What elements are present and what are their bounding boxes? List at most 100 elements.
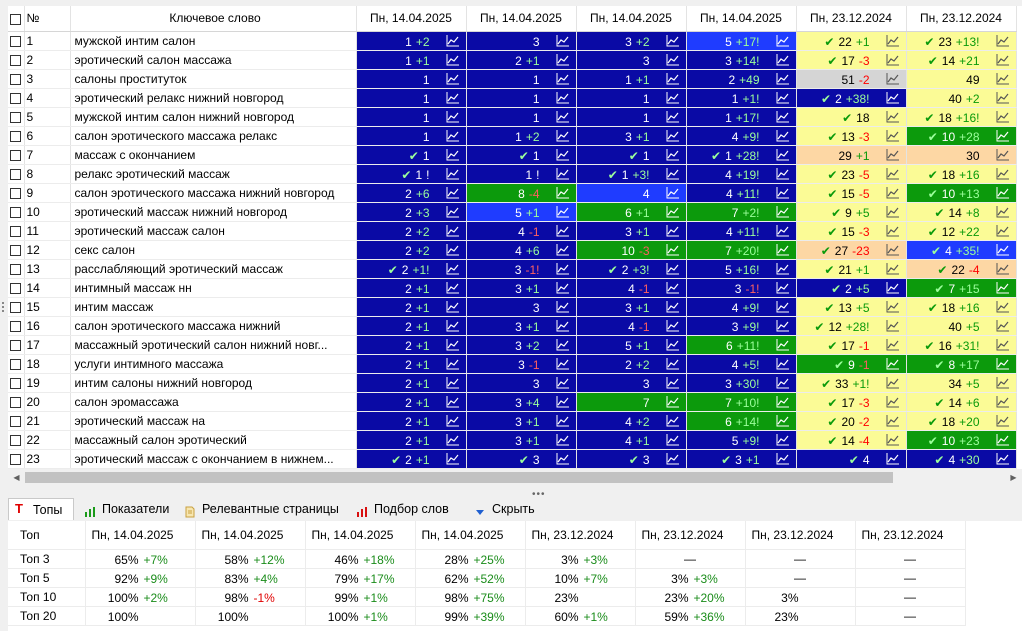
row-checkbox[interactable] — [10, 339, 22, 351]
row-checkbox-cell[interactable] — [8, 164, 25, 184]
trend-chart-icon[interactable] — [446, 281, 460, 294]
trend-chart-icon[interactable] — [776, 300, 790, 313]
row-checkbox-cell[interactable] — [8, 221, 25, 241]
position-cell[interactable]: 7 +20! — [686, 240, 797, 260]
trend-chart-icon[interactable] — [996, 186, 1010, 199]
position-cell[interactable]: 3 — [576, 373, 687, 393]
trend-chart-icon[interactable] — [556, 262, 570, 275]
trend-chart-icon[interactable] — [446, 34, 460, 47]
position-cell[interactable]: ✔ 13 -3 — [796, 126, 907, 146]
position-cell[interactable]: 3 +2 — [466, 335, 577, 355]
keyword-cell[interactable]: эротический релакс нижний новгород — [70, 88, 357, 108]
position-cell[interactable]: 6 +1 — [576, 202, 687, 222]
position-cell[interactable]: ✔ 18 — [796, 107, 907, 127]
trend-chart-icon[interactable] — [886, 433, 900, 446]
table-row[interactable]: 11 эротический массаж салон 2 +2 4 -1 3 +1 4 +11!… — [8, 221, 1017, 241]
trend-chart-icon[interactable] — [886, 452, 900, 465]
trend-chart-icon[interactable] — [666, 243, 680, 256]
position-cell[interactable]: 6 +14! — [686, 411, 797, 431]
trend-chart-icon[interactable] — [666, 357, 680, 370]
position-cell[interactable]: 10 -3 — [576, 240, 687, 260]
position-cell[interactable]: 3 +4 — [466, 392, 577, 412]
position-cell[interactable]: 4 +19! — [686, 164, 797, 184]
trend-chart-icon[interactable] — [446, 186, 460, 199]
trend-chart-icon[interactable] — [776, 110, 790, 123]
tops-date-header[interactable]: Пн, 23.12.2024 — [745, 521, 856, 550]
row-checkbox[interactable] — [10, 301, 22, 313]
col-header-date[interactable]: Пн, 14.04.2025 — [576, 6, 687, 32]
position-cell[interactable]: 5 +1 — [466, 202, 577, 222]
trend-chart-icon[interactable] — [776, 34, 790, 47]
position-cell[interactable]: ✔ 27 -23 — [796, 240, 907, 260]
keyword-cell[interactable]: интим салоны нижний новгород — [70, 373, 357, 393]
position-cell[interactable]: ✔ 1 — [576, 145, 687, 165]
position-cell[interactable]: 2 +1 — [356, 335, 467, 355]
position-cell[interactable]: 4 +9! — [686, 297, 797, 317]
trend-chart-icon[interactable] — [666, 376, 680, 389]
position-cell[interactable]: 4 -1 — [466, 221, 577, 241]
trend-chart-icon[interactable] — [446, 452, 460, 465]
trend-chart-icon[interactable] — [886, 167, 900, 180]
trend-chart-icon[interactable] — [996, 300, 1010, 313]
position-cell[interactable]: 5 +9! — [686, 430, 797, 450]
position-cell[interactable]: ✔ 14 -4 — [796, 430, 907, 450]
position-cell[interactable]: ✔ 22 +1 — [796, 31, 907, 51]
position-cell[interactable]: ✔ 10 +23 — [906, 430, 1017, 450]
position-cell[interactable]: 3 +14! — [686, 50, 797, 70]
position-cell[interactable]: 1 +2 — [466, 126, 577, 146]
position-cell[interactable]: ✔ 1 +3! — [576, 164, 687, 184]
keyword-cell[interactable]: релакс эротический массаж — [70, 164, 357, 184]
scrollbar-thumb[interactable] — [25, 472, 893, 483]
table-row[interactable]: 17 массажный эротический салон нижний нов… — [8, 335, 1017, 355]
tab-triangle-down[interactable]: Скрыть — [468, 498, 538, 520]
position-cell[interactable]: ✔ 2 +38! — [796, 88, 907, 108]
row-checkbox-cell[interactable] — [8, 297, 25, 317]
position-cell[interactable]: ✔ 18 +16 — [906, 164, 1017, 184]
trend-chart-icon[interactable] — [886, 300, 900, 313]
keyword-cell[interactable]: мужской интим салон нижний новгород — [70, 107, 357, 127]
trend-chart-icon[interactable] — [886, 243, 900, 256]
position-cell[interactable]: 6 +11! — [686, 335, 797, 355]
position-cell[interactable]: ✔ 10 +28 — [906, 126, 1017, 146]
position-cell[interactable]: ✔ 15 -3 — [796, 221, 907, 241]
trend-chart-icon[interactable] — [886, 262, 900, 275]
col-header-num[interactable]: № — [24, 6, 71, 32]
trend-chart-icon[interactable] — [446, 205, 460, 218]
trend-chart-icon[interactable] — [886, 110, 900, 123]
trend-chart-icon[interactable] — [666, 186, 680, 199]
trend-chart-icon[interactable] — [556, 148, 570, 161]
position-cell[interactable]: 2 +1 — [356, 316, 467, 336]
table-row[interactable]: 8 релакс эротический массаж ✔ 1! 1! ✔ 1 +3! 4 +19… — [8, 164, 1017, 184]
position-cell[interactable]: ✔ 14 +6 — [906, 392, 1017, 412]
trend-chart-icon[interactable] — [886, 34, 900, 47]
row-checkbox[interactable] — [10, 282, 22, 294]
trend-chart-icon[interactable] — [666, 72, 680, 85]
trend-chart-icon[interactable] — [666, 452, 680, 465]
tops-date-header[interactable]: Пн, 14.04.2025 — [195, 521, 306, 550]
trend-chart-icon[interactable] — [776, 281, 790, 294]
trend-chart-icon[interactable] — [996, 72, 1010, 85]
trend-chart-icon[interactable] — [776, 186, 790, 199]
table-row[interactable]: 20 салон эромассажа 2 +1 3 +4 7 7 +10! ✔ 17 -3 ✔ 14 +6 — [8, 392, 1017, 412]
position-cell[interactable]: 2 +1 — [356, 392, 467, 412]
trend-chart-icon[interactable] — [996, 148, 1010, 161]
position-cell[interactable]: 5 +17! — [686, 31, 797, 51]
trend-chart-icon[interactable] — [996, 338, 1010, 351]
keyword-cell[interactable]: массаж с окончанием — [70, 145, 357, 165]
trend-chart-icon[interactable] — [446, 433, 460, 446]
position-cell[interactable]: ✔ 20 -2 — [796, 411, 907, 431]
trend-chart-icon[interactable] — [886, 53, 900, 66]
position-cell[interactable]: 1 +1 — [576, 69, 687, 89]
row-checkbox[interactable] — [10, 168, 22, 180]
row-checkbox-cell[interactable] — [8, 107, 25, 127]
trend-chart-icon[interactable] — [556, 129, 570, 142]
col-header-date[interactable]: Пн, 14.04.2025 — [466, 6, 577, 32]
position-cell[interactable]: 1 — [576, 88, 687, 108]
col-header-keyword[interactable]: Ключевое слово — [70, 6, 357, 32]
table-row[interactable]: 9 салон эротического массажа нижний новго… — [8, 183, 1017, 203]
row-checkbox-cell[interactable] — [8, 411, 25, 431]
trend-chart-icon[interactable] — [996, 262, 1010, 275]
position-cell[interactable]: 51 -2 — [796, 69, 907, 89]
position-cell[interactable]: 1 — [466, 107, 577, 127]
trend-chart-icon[interactable] — [996, 243, 1010, 256]
